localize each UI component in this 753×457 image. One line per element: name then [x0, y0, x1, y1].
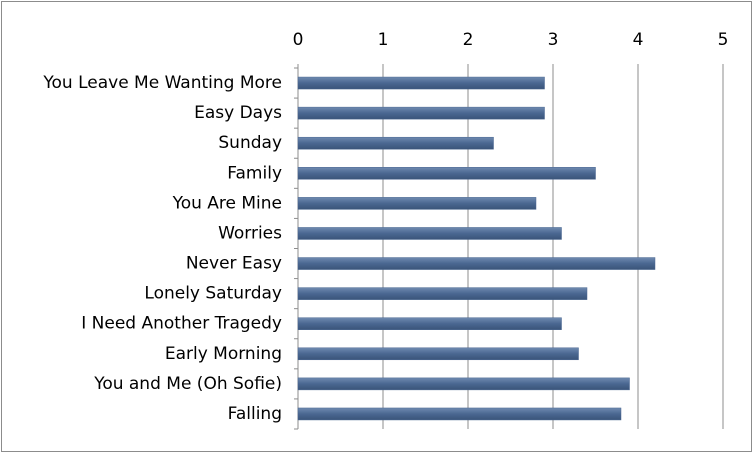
x-tick-label: 2: [463, 30, 474, 50]
bar: [297, 106, 545, 120]
y-tick-label: You and Me (Oh Sofie): [93, 374, 282, 394]
bar: [297, 197, 537, 210]
bar: [297, 287, 588, 300]
x-tick-label: 0: [293, 30, 304, 50]
y-tick-label: Family: [227, 163, 282, 183]
bar: [297, 167, 596, 180]
y-tick-label: Never Easy: [186, 254, 282, 274]
bar: [297, 76, 545, 90]
y-tick-label: I Need Another Tragedy: [81, 314, 282, 334]
y-tick-label: You Leave Me Wanting More: [42, 73, 282, 93]
bar: [297, 257, 656, 270]
y-tick-label: Lonely Saturday: [144, 284, 282, 304]
y-tick-label: Early Morning: [165, 344, 282, 364]
bar: [297, 136, 494, 150]
bar: [297, 317, 562, 330]
y-tick-label: You Are Mine: [172, 193, 282, 213]
bar: [297, 407, 622, 421]
bar: [297, 377, 630, 391]
x-tick-label: 4: [633, 30, 644, 50]
y-tick-label: Easy Days: [194, 103, 282, 123]
y-tick-label: Sunday: [218, 133, 282, 153]
x-tick-label: 5: [718, 30, 729, 50]
y-tick-label: Falling: [228, 404, 282, 424]
x-tick-label: 1: [378, 30, 389, 50]
bar: [297, 347, 579, 361]
y-tick-label: Worries: [218, 223, 282, 243]
bar: [297, 227, 562, 240]
x-tick-label: 3: [548, 30, 559, 50]
